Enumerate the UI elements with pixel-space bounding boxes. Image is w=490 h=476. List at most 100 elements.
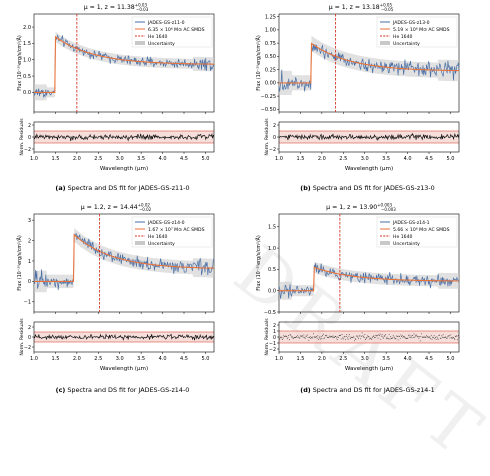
legend-label-b-2: He 1640	[393, 34, 413, 40]
resid-point-d-50	[313, 333, 315, 335]
title-b: μ = 1, z = 13.18+0.05 −0.05	[329, 3, 394, 13]
resid-point-d-212	[425, 337, 427, 339]
caption-b-text: Spectra and DS fit for JADES-GS-z13-0	[312, 184, 435, 192]
resid-point-d-140	[375, 335, 377, 336]
resid-point-d-185	[406, 337, 408, 339]
ytick-label-b-3: 0.25	[265, 67, 276, 73]
resid-point-d-145	[378, 334, 380, 336]
resid-point-d-144	[378, 334, 380, 336]
resid-point-d-127	[366, 337, 368, 338]
resid-point-d-157	[387, 337, 389, 339]
ytick-label-c-0: −1	[24, 300, 31, 306]
resid-point-d-45	[309, 336, 311, 338]
xtick-label-a-0: 1.0	[30, 156, 38, 162]
xtick-label-b-7: 4.5	[425, 156, 433, 162]
resid-point-d-46	[310, 337, 312, 339]
chart-b-svg: μ = 1, z = 13.18+0.05 −0.05 −0.50 −0.25 0.00…	[255, 3, 460, 172]
resid-point-d-61	[320, 336, 322, 338]
resid-point-d-39	[305, 335, 307, 337]
legend-label-d-1: 5.66 × 10⁶ M⊙ AC SMDS	[393, 227, 450, 233]
resid-line-a	[33, 132, 215, 142]
resid-point-d-147	[380, 338, 382, 340]
resid-point-d-228	[436, 336, 438, 338]
resid-point-d-92	[342, 337, 344, 339]
resid-point-d-42	[307, 337, 309, 339]
resid-point-d-17	[290, 334, 292, 336]
xtick-label-a-4: 3.0	[116, 156, 124, 162]
resid-point-d-207	[421, 336, 423, 338]
resid-line-c	[33, 333, 215, 341]
resid-point-d-235	[441, 335, 443, 337]
resid-point-d-153	[384, 335, 386, 337]
plot-frame-d	[278, 213, 460, 313]
title-a: μ = 1, z = 11.38+0.03 −0.03	[84, 3, 149, 13]
legend-label-a-0: JADES-GS-z11-0	[147, 20, 185, 26]
xtick-label-a-1: 1.5	[51, 156, 59, 162]
resid-point-d-66	[324, 337, 326, 339]
resid-point-d-97	[345, 336, 347, 338]
ytick-label-c-4: 3	[28, 218, 31, 224]
resid-ytick-label-d-3: −1	[269, 341, 276, 347]
resid-point-d-124	[364, 334, 366, 336]
resid-point-d-120	[361, 332, 363, 334]
resid-point-d-254	[454, 338, 456, 340]
resid-point-d-55	[316, 337, 318, 339]
resid-point-d-217	[428, 336, 430, 338]
ylabel-top-b: Flux (10⁻²⁰erg/s/cm²/Å)	[255, 35, 262, 91]
resid-point-d-114	[357, 336, 359, 338]
resid-point-d-9	[284, 335, 286, 337]
legend-box-d	[376, 216, 458, 248]
resid-point-d-58	[318, 337, 320, 339]
resid-point-d-123	[363, 337, 365, 339]
caption-a: (a) Spectra and DS fit for JADES-GS-z11-…	[0, 184, 245, 192]
chart-a-svg: μ = 1, z = 11.38+0.03 −0.03 0.0 0.5 1.0 1.5 2.…	[16, 3, 215, 172]
resid-ytick-label-b-1: 0	[273, 135, 276, 141]
title-d-z-lo: −0.003	[381, 207, 396, 212]
resid-point-d-115	[358, 338, 360, 340]
resid-point-d-189	[409, 334, 411, 336]
title-a-mu: μ = 1, z = 11.38	[84, 4, 135, 11]
resid-point-d-112	[356, 335, 357, 337]
resid-ytick-label-a-2: −2	[24, 147, 31, 153]
resid-point-d-155	[385, 338, 387, 340]
resid-point-d-163	[391, 338, 393, 339]
resid-point-d-87	[338, 334, 340, 336]
resid-point-d-75	[330, 336, 332, 338]
resid-point-d-107	[352, 336, 354, 338]
resid-point-d-116	[358, 335, 360, 337]
resid-point-d-198	[415, 334, 417, 336]
resid-point-d-216	[428, 336, 429, 338]
resid-point-d-243	[446, 337, 448, 339]
resid-ytick-label-d-4: −2	[269, 347, 276, 353]
resid-point-d-252	[453, 337, 454, 339]
panel-b: μ = 1, z = 13.18+0.05 −0.05 −0.50 −0.25 0.00…	[245, 0, 490, 200]
ytick-label-c-2: 1	[28, 259, 31, 265]
resid-point-d-138	[374, 337, 375, 339]
xtick-label-a-6: 4.0	[159, 156, 167, 162]
resid-point-d-146	[379, 333, 381, 335]
title-d: μ = 1, z = 13.90+0.003 −0.003	[326, 203, 396, 213]
resid-ytick-label-d-2: 0	[273, 335, 276, 341]
legend-box-c	[131, 216, 213, 248]
title-a-z-up: +0.03	[135, 3, 148, 8]
resid-point-d-77	[331, 336, 333, 338]
resid-point-d-186	[407, 337, 409, 339]
resid-point-d-37	[304, 337, 306, 339]
spectrum-line-b	[278, 43, 460, 92]
resid-point-d-22	[293, 336, 295, 338]
resid-point-d-25	[295, 336, 297, 337]
resid-point-d-150	[382, 336, 384, 338]
legend-label-c-1: 1.67 × 10⁷ M⊙ AC SMDS	[148, 227, 205, 233]
title-b-z-up: +0.05	[380, 3, 393, 8]
resid-point-d-151	[383, 337, 384, 339]
resid-point-d-208	[422, 336, 424, 338]
resid-point-d-136	[372, 335, 374, 337]
resid-point-d-199	[416, 335, 418, 337]
xtick-label-a-7: 4.5	[180, 156, 188, 162]
resid-point-d-106	[351, 337, 353, 339]
resid-point-d-191	[410, 335, 412, 337]
resid-point-d-223	[432, 337, 434, 339]
resid-point-d-67	[324, 335, 326, 337]
xtick-label-b-0: 1.0	[275, 156, 283, 162]
resid-point-d-218	[429, 336, 431, 338]
